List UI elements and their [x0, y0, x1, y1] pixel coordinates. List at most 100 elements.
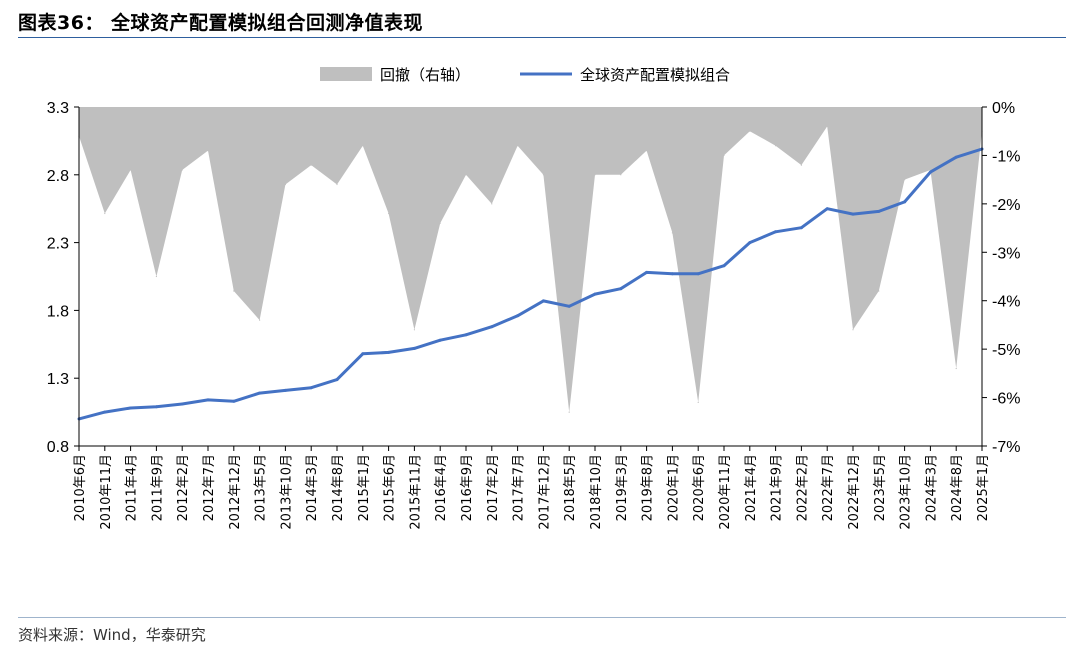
y-right-tick-label: -7%: [992, 439, 1020, 456]
x-tick-label: 2010年11月: [99, 454, 114, 530]
y-right-tick-label: 0%: [992, 100, 1015, 117]
portfolio-point: [309, 386, 313, 390]
portfolio-point: [774, 230, 778, 234]
x-tick-label: 2017年12月: [537, 454, 552, 530]
chart: 回撤（右轴） 全球资产配置模拟组合 0.8 1.3 1.8 2.3 2.8 3.3 0% -1…: [47, 66, 1021, 530]
x-tick-label: 2014年3月: [305, 454, 320, 521]
x-tick-label: 2018年10月: [589, 454, 604, 530]
x-tick-label: 2021年9月: [770, 454, 785, 521]
y-right-tick-label: -4%: [992, 294, 1020, 311]
drawdown-point: [542, 174, 545, 176]
drawdown-point: [104, 212, 106, 215]
drawdown-point: [800, 164, 803, 166]
y-left-tick-label: 2.3: [47, 236, 69, 253]
drawdown-point: [336, 183, 338, 186]
portfolio-line-layer: [77, 147, 984, 421]
drawdown-point: [671, 232, 674, 234]
drawdown-point: [620, 174, 622, 176]
y-left-tick-label: 1.3: [47, 371, 69, 388]
axes: 0.8 1.3 1.8 2.3 2.8 3.3 0% -1% -2% -3% -4% -5% -6% -7…: [47, 100, 1021, 530]
portfolio-line: [78, 147, 983, 421]
drawdown-point: [259, 319, 261, 321]
drawdown-area-layer: [78, 107, 983, 413]
portfolio-point: [464, 333, 468, 337]
portfolio-point: [516, 314, 520, 318]
portfolio-point: [645, 270, 649, 274]
y-left-tick-label: 0.8: [47, 439, 69, 456]
x-tick-label: 2019年3月: [615, 454, 630, 521]
x-tick-label: 2012年7月: [202, 454, 217, 521]
x-tick-label: 2012年2月: [176, 454, 191, 521]
x-tick-label: 2016年9月: [460, 454, 475, 521]
x-tick-label: 2022年2月: [795, 454, 810, 521]
y-right-tick-label: -1%: [992, 148, 1020, 165]
drawdown-point: [878, 290, 880, 292]
drawdown-point: [697, 401, 699, 403]
x-tick-label: 2011年4月: [125, 454, 140, 521]
title-rule: [18, 37, 1066, 38]
x-tick-label: 2013年5月: [254, 454, 269, 521]
legend-swatch-drawdown: [320, 67, 372, 81]
x-tick-label: 2012年12月: [228, 454, 243, 530]
x-tick-label: 2017年7月: [512, 454, 527, 521]
portfolio-point: [799, 226, 803, 230]
portfolio-point: [619, 287, 623, 291]
drawdown-point: [439, 222, 441, 224]
x-tick-label: 2010年6月: [73, 454, 88, 521]
portfolio-point: [928, 170, 932, 174]
footer-rule: [18, 617, 1066, 618]
drawdown-point: [181, 169, 183, 171]
portfolio-point: [954, 155, 958, 159]
legend-label-drawdown: 回撤（右轴）: [380, 66, 470, 84]
drawdown-point: [388, 212, 390, 215]
drawdown-point: [775, 145, 777, 147]
drawdown-point: [594, 174, 596, 176]
portfolio-point: [696, 272, 700, 276]
x-tick-label: 2024年3月: [924, 454, 939, 521]
x-tick-label: 2018年5月: [563, 454, 578, 521]
legend: 回撤（右轴） 全球资产配置模拟组合: [320, 66, 730, 84]
portfolio-point: [206, 398, 210, 402]
portfolio-point: [825, 207, 829, 211]
portfolio-point: [387, 350, 391, 354]
portfolio-point: [567, 304, 571, 308]
portfolio-point: [438, 338, 442, 342]
portfolio-point: [283, 388, 287, 392]
portfolio-point: [361, 352, 365, 356]
drawdown-point: [130, 169, 132, 171]
x-tick-label: 2014年8月: [331, 454, 346, 521]
y-right-tick-label: -2%: [992, 197, 1020, 214]
drawdown-point: [852, 329, 854, 331]
y-right-tick-label: -3%: [992, 245, 1020, 262]
drawdown-point: [284, 183, 286, 186]
drawdown-point: [646, 150, 648, 152]
portfolio-point: [722, 264, 726, 268]
x-tick-label: 2017年2月: [486, 454, 501, 521]
x-tick-label: 2022年12月: [847, 454, 862, 530]
x-tick-label: 2015年6月: [383, 454, 398, 521]
drawdown-area: [79, 107, 982, 413]
x-tick-label: 2013年10月: [279, 454, 294, 530]
portfolio-point: [232, 399, 236, 403]
y-right-tick-label: -5%: [992, 342, 1020, 359]
drawdown-point: [723, 154, 725, 156]
drawdown-point: [362, 145, 364, 147]
x-tick-label: 2016年4月: [434, 454, 449, 521]
x-tick-label: 2023年10月: [899, 454, 914, 530]
drawdown-point: [233, 290, 235, 292]
x-tick-label: 2022年7月: [821, 454, 836, 521]
y-left-tick-label: 2.8: [47, 168, 69, 185]
drawdown-point: [568, 411, 570, 413]
portfolio-point: [851, 212, 855, 216]
drawdown-point: [491, 203, 493, 205]
y-left-tick-label: 3.3: [47, 100, 69, 117]
drawdown-point: [749, 130, 751, 132]
drawdown-point: [955, 367, 957, 370]
portfolio-point: [877, 209, 881, 213]
portfolio-point: [903, 200, 907, 204]
portfolio-point: [490, 325, 494, 329]
x-tick-label: 2020年11月: [718, 454, 733, 530]
y-right-tick-label: -6%: [992, 391, 1020, 408]
x-tick-label: 2011年9月: [150, 454, 165, 521]
legend-label-portfolio: 全球资产配置模拟组合: [580, 66, 730, 84]
